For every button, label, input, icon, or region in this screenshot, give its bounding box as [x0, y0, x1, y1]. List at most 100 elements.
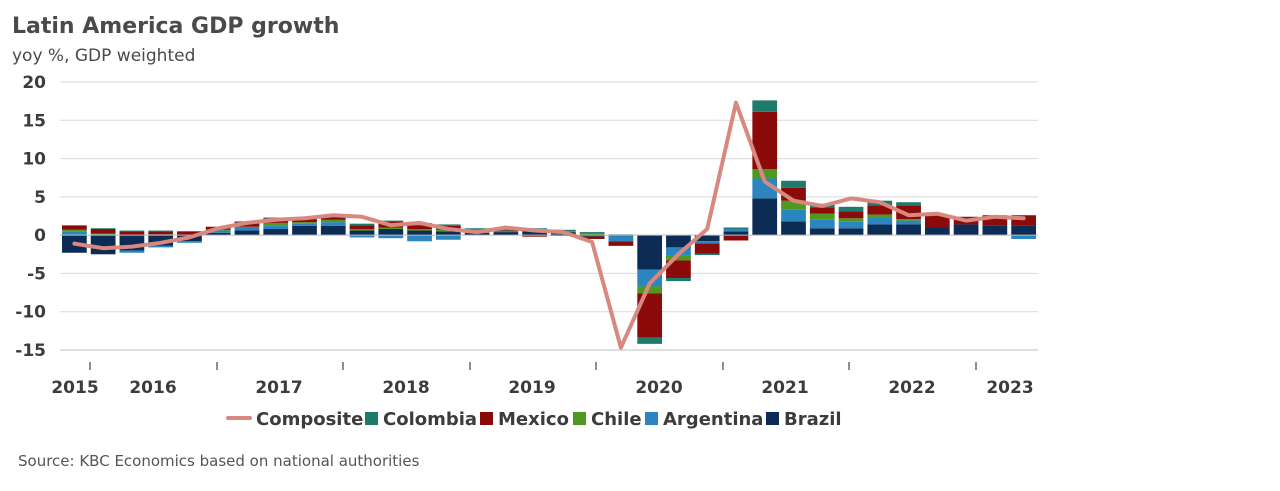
bar-mexico [867, 205, 893, 215]
y-tick-label: -15 [15, 341, 46, 361]
bar-chile [666, 255, 691, 261]
x-axis: 2015 2016 2017 2018 2019 2020 2021 2022 2023 [51, 349, 1038, 398]
bar-brazil [809, 228, 835, 236]
bar-chile [234, 226, 260, 228]
bar-brazil [493, 232, 519, 236]
bar-brazil [752, 198, 778, 236]
x-tick-label: 2019 [508, 378, 555, 398]
bar-argentina [320, 222, 346, 226]
bar-mexico [148, 231, 174, 235]
bar-brazil [924, 227, 950, 236]
bar-chile [838, 218, 864, 222]
bar-mexico [579, 236, 605, 239]
bar-argentina [407, 235, 432, 242]
legend-swatch-colombia [365, 412, 378, 425]
bar-colombia [781, 180, 806, 188]
bar-brazil [378, 229, 404, 236]
bar-brazil [435, 231, 461, 236]
y-tick-label: 10 [22, 150, 46, 170]
bar-argentina [148, 245, 174, 248]
bar-colombia [119, 230, 145, 232]
bar-colombia [896, 202, 921, 206]
bar-brazil [723, 231, 749, 236]
x-tick-label: 2020 [635, 378, 682, 398]
y-tick-label: 15 [22, 111, 46, 131]
bar-brazil [234, 230, 260, 236]
bar-argentina [205, 230, 231, 233]
y-tick-label: 5 [34, 188, 46, 208]
y-tick-label: 0 [34, 226, 46, 246]
bar-colombia [637, 337, 663, 344]
bar-brazil [205, 232, 231, 236]
bar-brazil [522, 230, 547, 236]
bar-argentina [867, 217, 893, 225]
bar-brazil [90, 235, 116, 255]
bar-argentina [809, 219, 835, 229]
legend-label-colombia: Colombia [383, 409, 477, 430]
bar-chile [263, 222, 289, 226]
bar-mexico [493, 230, 519, 232]
bar-brazil [148, 235, 174, 246]
composite-line [72, 100, 1026, 350]
bar-colombia [752, 100, 778, 112]
bar-argentina [378, 235, 404, 239]
y-tick-label: -5 [27, 264, 46, 284]
legend-label-chile: Chile [591, 409, 642, 430]
legend: Composite Colombia Mexico Chile Argentina Bra… [226, 409, 842, 430]
bar-brazil [349, 230, 375, 236]
bar-colombia [378, 220, 404, 222]
bar-brazil [982, 225, 1008, 236]
bar-colombia [464, 228, 490, 230]
chart-title: Latin America GDP growth [12, 14, 340, 39]
x-tick-label: 2017 [255, 378, 302, 398]
legend-swatch-argentina [645, 412, 658, 425]
x-tick-label: 2021 [761, 378, 808, 398]
stacked-bars [62, 100, 1036, 344]
bar-mexico [608, 241, 634, 246]
legend-swatch-chile [573, 412, 586, 425]
bar-colombia [579, 232, 605, 234]
bar-mexico [838, 211, 864, 219]
bar-chile [781, 200, 806, 210]
bar-chile [809, 213, 835, 220]
chart-subtitle: yoy %, GDP weighted [12, 46, 196, 66]
bar-mexico [119, 231, 145, 236]
y-axis: -15 -10 -5 0 5 10 15 20 [15, 73, 46, 361]
bar-argentina [263, 225, 289, 230]
bar-brazil [896, 224, 921, 236]
series-line-composite [72, 100, 1026, 350]
bar-argentina [349, 235, 375, 238]
y-tick-label: -10 [15, 303, 46, 323]
bar-colombia [694, 253, 720, 256]
bar-chile [378, 227, 404, 230]
bar-mexico [349, 225, 375, 230]
bar-colombia [723, 227, 749, 230]
bar-mexico [320, 216, 346, 220]
legend-swatch-brazil [766, 412, 779, 425]
legend-label-brazil: Brazil [784, 409, 842, 430]
bar-colombia [838, 206, 864, 212]
x-tick-label: 2016 [129, 378, 176, 398]
bar-argentina [838, 221, 864, 229]
bar-argentina [1011, 235, 1036, 239]
bar-chile [62, 229, 87, 232]
bar-argentina [435, 235, 461, 240]
bar-brazil [407, 230, 432, 236]
legend-label-composite: Composite [256, 409, 363, 430]
bar-chile [349, 229, 375, 231]
bar-colombia [90, 228, 116, 230]
bar-argentina [694, 241, 720, 244]
bar-argentina [119, 250, 145, 253]
legend-label-argentina: Argentina [663, 409, 763, 430]
bar-brazil [838, 228, 864, 236]
bar-colombia [349, 223, 375, 226]
bar-argentina [723, 229, 749, 232]
bar-mexico [177, 231, 202, 236]
bar-argentina [292, 223, 317, 226]
bar-colombia [62, 225, 87, 226]
bar-argentina [234, 227, 260, 231]
bar-chile [752, 169, 778, 179]
bar-brazil [666, 235, 691, 248]
bar-chile [579, 233, 605, 236]
bar-colombia [148, 230, 174, 232]
